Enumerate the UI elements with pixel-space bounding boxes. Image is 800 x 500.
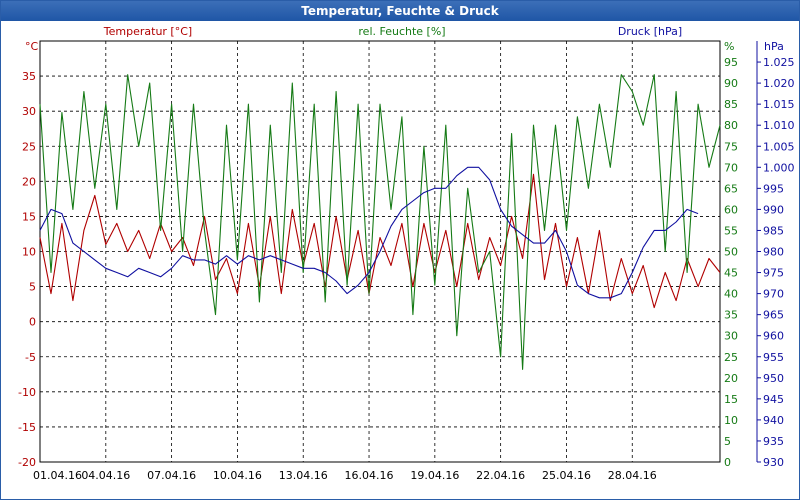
- temperature-tick-label: 15: [22, 210, 36, 223]
- x-tick-label: 01.04.16: [33, 469, 82, 482]
- pressure-tick-label: 1.025: [763, 56, 795, 69]
- pressure-tick-label: 950: [763, 372, 784, 385]
- pressure-tick-label: 1.010: [763, 119, 795, 132]
- humidity-tick-label: 10: [724, 414, 738, 427]
- humidity-tick-label: 50: [724, 246, 738, 259]
- humidity-tick-label: 5: [724, 435, 731, 448]
- temperature-tick-label: 0: [29, 316, 36, 329]
- pressure-tick-label: 1.000: [763, 161, 795, 174]
- x-tick-label: 13.04.16: [279, 469, 328, 482]
- pressure-tick-label: 965: [763, 309, 784, 322]
- temperature-unit: °C: [25, 40, 39, 53]
- humidity-tick-label: 15: [724, 393, 738, 406]
- temperature-tick-label: -20: [18, 456, 36, 469]
- x-tick-label: 22.04.16: [476, 469, 525, 482]
- pressure-tick-label: 955: [763, 351, 784, 364]
- pressure-tick-label: 935: [763, 435, 784, 448]
- temperature-tick-label: 20: [22, 175, 36, 188]
- humidity-tick-label: 35: [724, 309, 738, 322]
- humidity-tick-label: 20: [724, 372, 738, 385]
- humidity-tick-label: 40: [724, 288, 738, 301]
- humidity-tick-label: 75: [724, 140, 738, 153]
- temperature-tick-label: 25: [22, 140, 36, 153]
- temperature-axis-label: Temperatur [°C]: [103, 25, 192, 38]
- pressure-tick-label: 990: [763, 203, 784, 216]
- humidity-tick-label: 0: [724, 456, 731, 469]
- pressure-series-line: [39, 166, 699, 299]
- temperature-tick-label: -10: [18, 386, 36, 399]
- temperature-tick-label: 35: [22, 70, 36, 83]
- humidity-tick-label: 45: [724, 267, 738, 280]
- humidity-tick-label: 85: [724, 98, 738, 111]
- temperature-axis-ticks: -20 -15 -10 -5 0 5 10 15 20 25 30 35: [18, 70, 36, 469]
- window-title: Temperatur, Feuchte & Druck: [1, 1, 799, 21]
- humidity-tick-label: 90: [724, 77, 738, 90]
- temperature-tick-label: 30: [22, 105, 36, 118]
- humidity-tick-label: 60: [724, 203, 738, 216]
- temperature-tick-label: -5: [25, 351, 36, 364]
- x-tick-label: 19.04.16: [410, 469, 459, 482]
- humidity-series-line: [39, 74, 721, 370]
- pressure-tick-label: 970: [763, 288, 784, 301]
- temperature-tick-label: 5: [29, 281, 36, 294]
- pressure-tick-label: 995: [763, 182, 784, 195]
- pressure-tick-label: 1.015: [763, 98, 795, 111]
- x-tick-label: 28.04.16: [608, 469, 657, 482]
- pressure-tick-label: 980: [763, 246, 784, 259]
- humidity-tick-label: 80: [724, 119, 738, 132]
- pressure-tick-label: 975: [763, 267, 784, 280]
- series-layer: [39, 74, 721, 370]
- humidity-tick-label: 30: [724, 330, 738, 343]
- pressure-axis-ticks: 930 935 940 945 950 955 960 965 970 975 980 985 990 9…: [757, 56, 795, 469]
- pressure-tick-label: 930: [763, 456, 784, 469]
- pressure-axis-label: Druck [hPa]: [618, 25, 682, 38]
- humidity-tick-label: 65: [724, 182, 738, 195]
- temperature-series-line: [39, 173, 721, 309]
- x-tick-label: 07.04.16: [147, 469, 196, 482]
- temperature-tick-label: 10: [22, 246, 36, 259]
- humidity-unit: %: [724, 40, 734, 53]
- x-tick-label: 10.04.16: [213, 469, 262, 482]
- pressure-tick-label: 960: [763, 330, 784, 343]
- pressure-tick-label: 940: [763, 414, 784, 427]
- x-tick-label: 25.04.16: [542, 469, 591, 482]
- x-axis-ticks: 01.04.16 04.04.16 07.04.16 10.04.16 13.04.16…: [33, 469, 657, 482]
- temperature-tick-label: -15: [18, 421, 36, 434]
- pressure-tick-label: 1.020: [763, 77, 795, 90]
- x-tick-label: 16.04.16: [345, 469, 394, 482]
- x-tick-label: 04.04.16: [81, 469, 130, 482]
- humidity-tick-label: 55: [724, 224, 738, 237]
- humidity-axis-ticks: 0 5 10 15 20 25 30 35 40 45 50 55 60 65 70 75 80 85 90 95: [724, 56, 738, 469]
- pressure-tick-label: 985: [763, 224, 784, 237]
- pressure-unit: hPa: [764, 40, 784, 53]
- humidity-tick-label: 25: [724, 351, 738, 364]
- pressure-tick-label: 1.005: [763, 140, 795, 153]
- pressure-tick-label: 945: [763, 393, 784, 406]
- humidity-tick-label: 95: [724, 56, 738, 69]
- humidity-tick-label: 70: [724, 161, 738, 174]
- humidity-axis-label: rel. Feuchte [%]: [358, 25, 445, 38]
